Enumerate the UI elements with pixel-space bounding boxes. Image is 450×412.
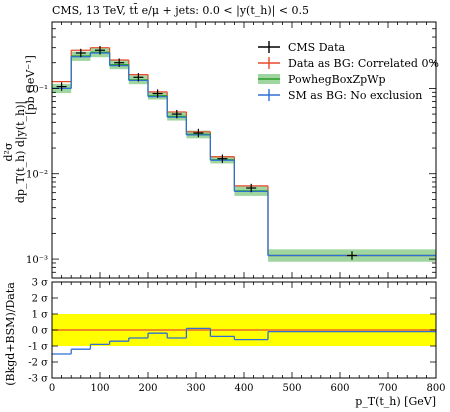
ratio-panel: -3 σ -2 σ -1 σ 0 σ 1 σ 2 σ 3 σ 0 100 200 300 400 500…: [28, 278, 445, 395]
ratio-y-axis-label: (Bkgd+BSM)/Data: [4, 282, 17, 386]
x-tick-label: 0: [49, 383, 55, 394]
x-tick-label: 800: [426, 383, 445, 394]
y-tick-label: 10⁻³: [26, 255, 48, 266]
x-tick-label: 100: [90, 383, 109, 394]
x-tick-label: 200: [138, 383, 157, 394]
x-axis-label: p_T(t_h) [GeV]: [355, 395, 436, 408]
ratio-y-tick-label: -1 σ: [28, 342, 48, 353]
legend: CMS Data Data as BG: Correlated 0% PowhegB…: [258, 41, 439, 102]
y-tick-label: 10⁻²: [26, 170, 48, 181]
y-label-denominator: dp_T(t_h) d|y(t_h)|: [14, 101, 28, 203]
y-tick-label: 10⁻¹: [26, 84, 48, 95]
ratio-y-tick-label: 2 σ: [32, 294, 49, 305]
x-tick-label: 500: [282, 383, 301, 394]
y-label-unit: [pb GeV⁻¹]: [24, 55, 37, 115]
legend-label: PowhegBoxZpWp: [288, 73, 386, 86]
ratio-y-tick-label: -3 σ: [28, 374, 48, 385]
legend-label: Data as BG: Correlated 0%: [288, 57, 439, 70]
legend-label: SM as BG: No exclusion: [288, 89, 422, 102]
chart-title: CMS, 13 TeV, tt̄ e/μ + jets: 0.0 < |y(t_…: [52, 4, 309, 18]
x-tick-label: 300: [186, 383, 205, 394]
ratio-y-tick-label: -2 σ: [28, 358, 48, 369]
ratio-y-axis-label-group: (Bkgd+BSM)/Data: [4, 282, 17, 386]
ratio-y-tick-label: 1 σ: [32, 310, 49, 321]
x-tick-label: 600: [330, 383, 349, 394]
x-tick-label: 700: [378, 383, 397, 394]
ratio-y-tick-label: 3 σ: [32, 278, 49, 289]
main-panel: 10⁻³ 10⁻² 10⁻¹: [26, 21, 437, 279]
y-label-numerator: d²σ: [2, 142, 15, 161]
x-tick-label: 400: [234, 383, 253, 394]
main-y-axis-label: d²σ dp_T(t_h) d|y(t_h)| [pb GeV⁻¹]: [2, 55, 37, 203]
legend-label: CMS Data: [288, 41, 346, 54]
ratio-y-tick-label: 0 σ: [32, 326, 49, 337]
